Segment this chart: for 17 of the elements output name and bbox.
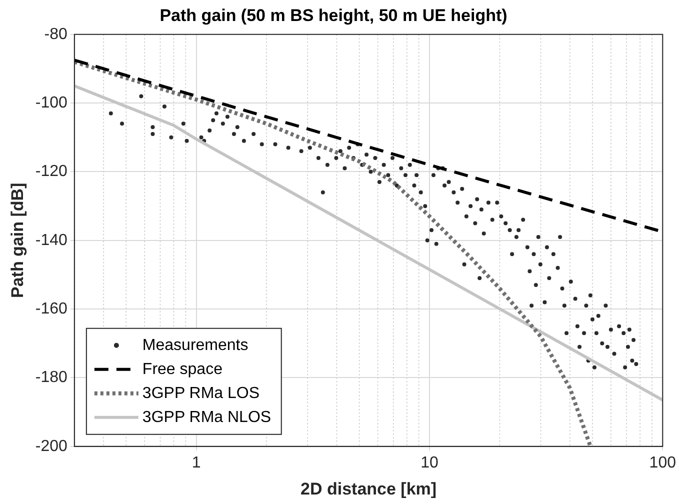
y-tick-label: -180	[35, 369, 68, 386]
legend-label: 3GPP RMa NLOS	[142, 408, 272, 426]
y-axis-title: Path gain [dB]	[8, 182, 27, 298]
y-tick-label: -200	[35, 438, 68, 455]
legend-label: 3GPP RMa LOS	[142, 384, 260, 402]
y-tick-label: -140	[35, 232, 68, 249]
chart-title: Path gain (50 m BS height, 50 m UE height)	[160, 6, 508, 25]
x-tick-label: 1	[192, 454, 201, 472]
y-tick-label: -160	[35, 300, 68, 318]
x-axis-title: 2D distance [km]	[300, 479, 437, 498]
x-tick-label: 100	[649, 454, 676, 472]
y-tick-label: -100	[35, 94, 68, 112]
y-tick-label: -120	[35, 163, 68, 180]
x-tick-label: 10	[420, 454, 438, 472]
legend-label: Free space	[142, 360, 223, 378]
legend-label: Measurements	[142, 336, 248, 354]
y-tick-label: -80	[44, 26, 68, 43]
